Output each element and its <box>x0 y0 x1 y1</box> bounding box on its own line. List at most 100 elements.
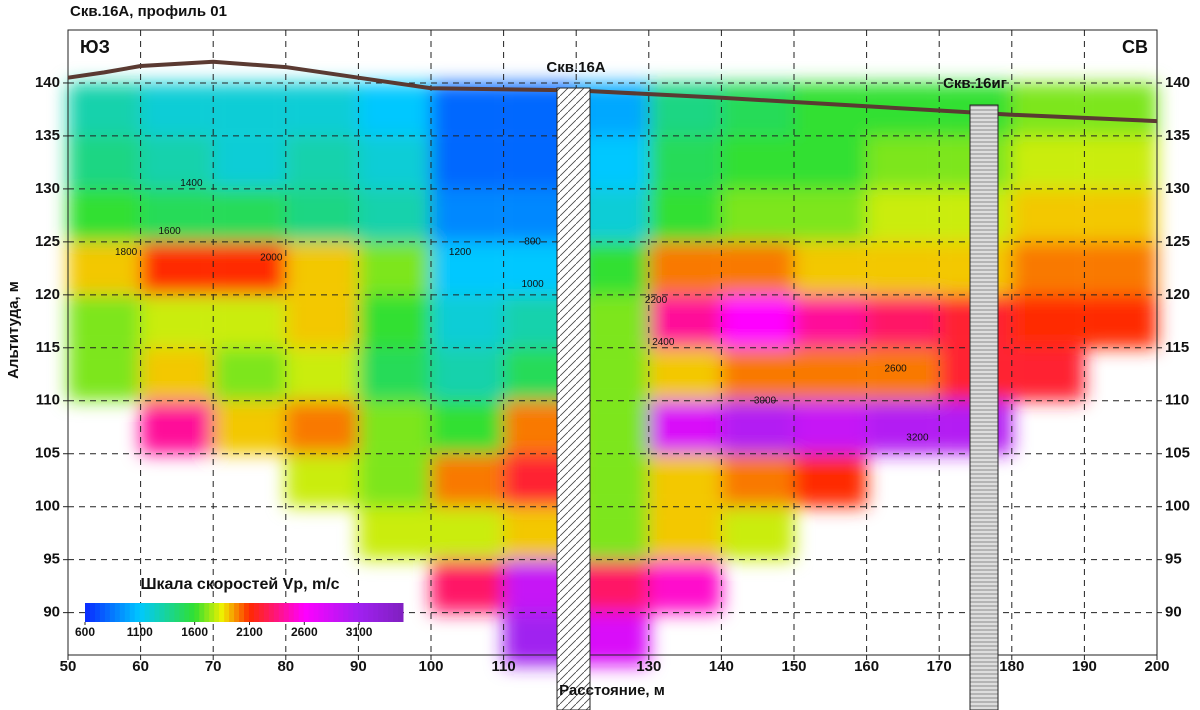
contour-label: 1200 <box>449 247 472 258</box>
velocity-cell <box>794 347 867 401</box>
velocity-cell <box>285 82 359 136</box>
colorbar-swatch <box>214 603 220 622</box>
corner-right: СВ <box>1122 37 1148 57</box>
velocity-cell <box>1011 82 1085 136</box>
x-tick-label: 100 <box>418 658 443 675</box>
velocity-cell <box>431 400 504 454</box>
colorbar-swatch <box>333 603 339 622</box>
colorbar-swatch <box>144 603 151 622</box>
colorbar-swatch <box>109 603 116 622</box>
velocity-cell <box>648 453 722 507</box>
colorbar-swatch <box>169 603 175 622</box>
velocity-cell <box>358 135 431 189</box>
colorbar-swatch <box>219 603 225 622</box>
y-tick-label: 120 <box>35 286 60 303</box>
velocity-cell <box>866 135 940 189</box>
well-column <box>969 104 999 710</box>
colorbar-swatch <box>85 603 91 622</box>
velocity-cell <box>68 241 141 295</box>
velocity-cell <box>68 347 141 401</box>
velocity-cell <box>140 347 214 401</box>
colorbar-swatch <box>248 603 255 622</box>
y-tick-label: 115 <box>36 339 60 356</box>
colorbar-swatch <box>139 603 146 622</box>
velocity-cell <box>431 135 504 189</box>
velocity-cell <box>648 400 722 454</box>
velocity-cell <box>431 188 504 242</box>
velocity-cell <box>721 188 794 242</box>
velocity-cell <box>648 135 722 189</box>
colorbar-tick-label: 1100 <box>127 625 153 639</box>
colorbar-swatch <box>174 603 180 622</box>
velocity-cell <box>648 506 722 560</box>
velocity-cell <box>213 294 286 348</box>
velocity-cell <box>721 135 794 189</box>
velocity-cell <box>721 506 794 560</box>
velocity-cell <box>140 188 214 242</box>
y-tick-label-right: 140 <box>1165 74 1190 91</box>
velocity-cell <box>866 294 940 348</box>
colorbar-swatch <box>119 603 126 622</box>
y-tick-label-right: 105 <box>1165 445 1190 462</box>
contour-label: 3000 <box>754 395 777 406</box>
velocity-field <box>68 82 1157 666</box>
y-tick-label: 140 <box>35 74 60 91</box>
colorbar-swatch <box>94 603 101 622</box>
contour-label: 1600 <box>159 226 182 237</box>
contour-label: 1800 <box>115 247 138 258</box>
velocity-cell <box>794 400 867 454</box>
colorbar-tick-label: 3100 <box>346 625 373 639</box>
y-tick-label-right: 115 <box>1165 339 1189 356</box>
colorbar-title: Шкала скоростей Vp, m/c <box>140 576 339 593</box>
y-tick-label-right: 100 <box>1165 498 1190 515</box>
colorbar-swatch <box>338 603 344 622</box>
well-label: Скв.16иг <box>943 75 1007 92</box>
x-tick-label: 80 <box>277 658 294 675</box>
x-tick-label: 180 <box>999 658 1024 675</box>
velocity-cell <box>648 241 722 295</box>
contour-label: 2400 <box>652 337 675 348</box>
velocity-cell <box>1084 294 1157 348</box>
x-axis-label: Расстояние, м <box>559 682 665 699</box>
velocity-cell <box>285 347 359 401</box>
colorbar-swatch <box>283 603 290 622</box>
colorbar-swatch <box>159 603 165 622</box>
velocity-cell <box>358 188 431 242</box>
y-tick-label-right: 120 <box>1165 286 1190 303</box>
colorbar-swatch <box>298 603 305 622</box>
velocity-cell <box>721 241 794 295</box>
overlay: 50 60 70 80 90 100 110 120 130 140 150 160 170 180 190… <box>35 29 1190 710</box>
colorbar-swatch <box>363 603 369 622</box>
velocity-cell <box>431 347 504 401</box>
x-tick-label: 200 <box>1144 658 1169 675</box>
corner-left: ЮЗ <box>80 37 110 57</box>
velocity-cell <box>1084 82 1157 136</box>
x-tick-label: 90 <box>350 658 367 675</box>
y-tick-label: 135 <box>35 127 60 144</box>
colorbar-tick-label: 1600 <box>181 625 208 639</box>
colorbar-swatch <box>398 603 404 622</box>
y-tick-label-right: 130 <box>1165 180 1190 197</box>
colorbar-swatch <box>114 603 121 622</box>
x-tick-label: 50 <box>60 658 77 675</box>
x-tick-label: 140 <box>709 658 734 675</box>
velocity-cell <box>358 400 431 454</box>
x-tick-label: 130 <box>636 658 661 675</box>
velocity-cell <box>721 347 794 401</box>
colorbar-swatch <box>373 603 379 622</box>
velocity-cell <box>431 82 504 136</box>
colorbar-swatch <box>268 603 275 622</box>
velocity-cell <box>648 559 722 613</box>
x-tick-label: 170 <box>927 658 952 675</box>
velocity-cell <box>648 294 722 348</box>
colorbar-swatch <box>149 603 156 622</box>
velocity-cell <box>140 400 214 454</box>
colorbar-swatch <box>189 603 195 622</box>
colorbar-swatch <box>263 603 270 622</box>
velocity-cell <box>1011 294 1085 348</box>
colorbar-swatch <box>199 603 205 622</box>
contour-label: 3200 <box>906 432 929 443</box>
colorbar-swatch <box>308 603 315 622</box>
velocity-cell <box>721 453 794 507</box>
